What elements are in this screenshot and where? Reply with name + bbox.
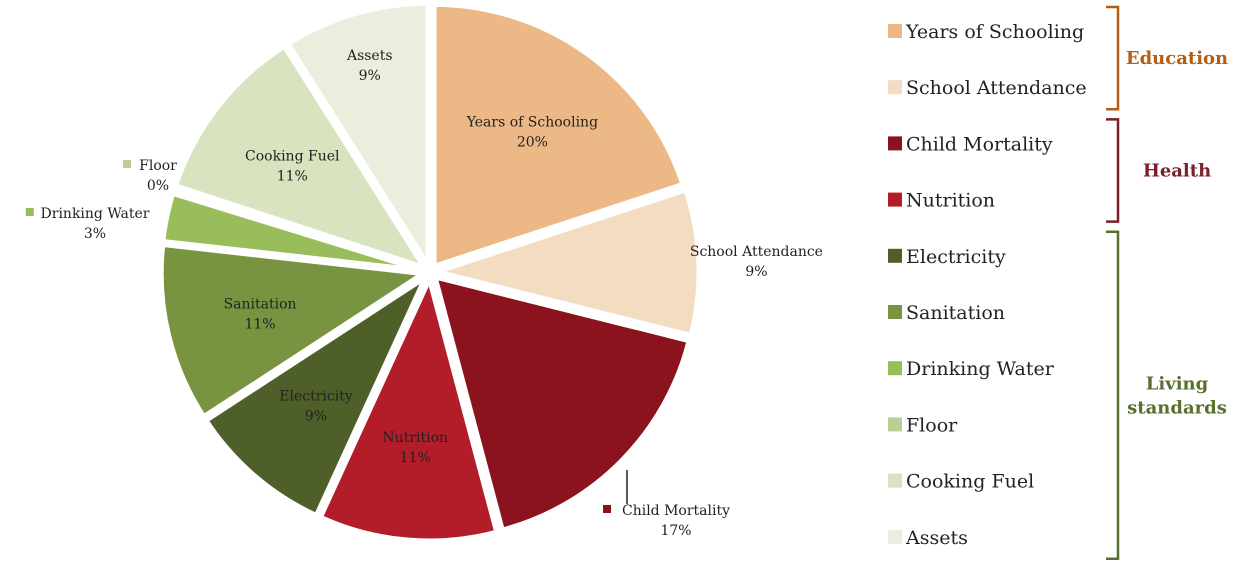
slice-label-cooking-fuel: Cooking Fuel 11%	[245, 149, 340, 185]
slice-nutrition	[317, 271, 500, 544]
slice-label-marker-drinking-water	[25, 208, 34, 216]
legend-swatch-school-attendance	[888, 80, 902, 95]
legend-swatch-sanitation	[888, 305, 902, 319]
group-label-education: Education	[1126, 48, 1228, 69]
slice-sanitation	[158, 241, 431, 421]
slice-electricity	[202, 270, 432, 519]
slice-label-child-mortality: Child Mortality 17%	[622, 503, 730, 539]
slice-label-drinking-water: Drinking Water 3%	[41, 206, 150, 242]
slice-label-assets: Assets 9%	[346, 48, 393, 84]
group-label-living-standards: Living standards	[1127, 373, 1227, 418]
legend-swatch-floor	[888, 417, 902, 432]
legend-label-assets: Assets	[905, 527, 968, 549]
legend-label-cooking-fuel: Cooking Fuel	[906, 471, 1034, 493]
group-bracket-1	[1106, 118, 1120, 223]
legend-label-floor: Floor	[906, 414, 958, 436]
legend-swatch-electricity	[888, 248, 902, 263]
slice-label-nutrition: Nutrition 11%	[382, 430, 448, 466]
slice-label-years-of-schooling: Years of Schooling 20%	[466, 114, 598, 150]
legend-label-drinking-water: Drinking Water	[906, 358, 1055, 380]
legend-label-electricity: Electricity	[906, 246, 1006, 268]
slice-school-attendance	[428, 186, 702, 339]
group-bracket-0	[1106, 5, 1120, 111]
group-bracket-2	[1106, 230, 1120, 561]
legend-label-child-mortality: Child Mortality	[906, 133, 1053, 155]
slice-child-mortality	[431, 273, 693, 534]
legend-label-years-of-schooling: Years of Schooling	[905, 21, 1084, 43]
legend-swatch-drinking-water	[888, 361, 902, 376]
legend-label-nutrition: Nutrition	[906, 190, 995, 212]
group-label-health: Health	[1143, 161, 1211, 182]
legend-swatch-years-of-schooling	[888, 24, 902, 38]
slice-cooking-fuel	[172, 42, 431, 273]
slice-label-electricity: Electricity 9%	[279, 388, 353, 424]
legend-label-sanitation: Sanitation	[906, 302, 1005, 324]
legend-swatch-nutrition	[888, 192, 902, 207]
slice-label-school-attendance: School Attendance 9%	[690, 244, 823, 280]
slice-label-marker-child-mortality	[603, 505, 611, 513]
legend-swatch-cooking-fuel	[888, 473, 902, 488]
slice-assets	[284, 0, 431, 274]
slice-years-of-schooling	[431, 1, 687, 270]
legend-swatch-child-mortality	[888, 136, 902, 151]
slice-label-floor: Floor 0%	[139, 158, 177, 194]
slice-label-sanitation: Sanitation 11%	[224, 296, 297, 332]
slice-label-marker-floor	[123, 160, 131, 168]
legend-label-school-attendance: School Attendance	[906, 77, 1087, 99]
legend-swatch-assets	[888, 529, 902, 544]
